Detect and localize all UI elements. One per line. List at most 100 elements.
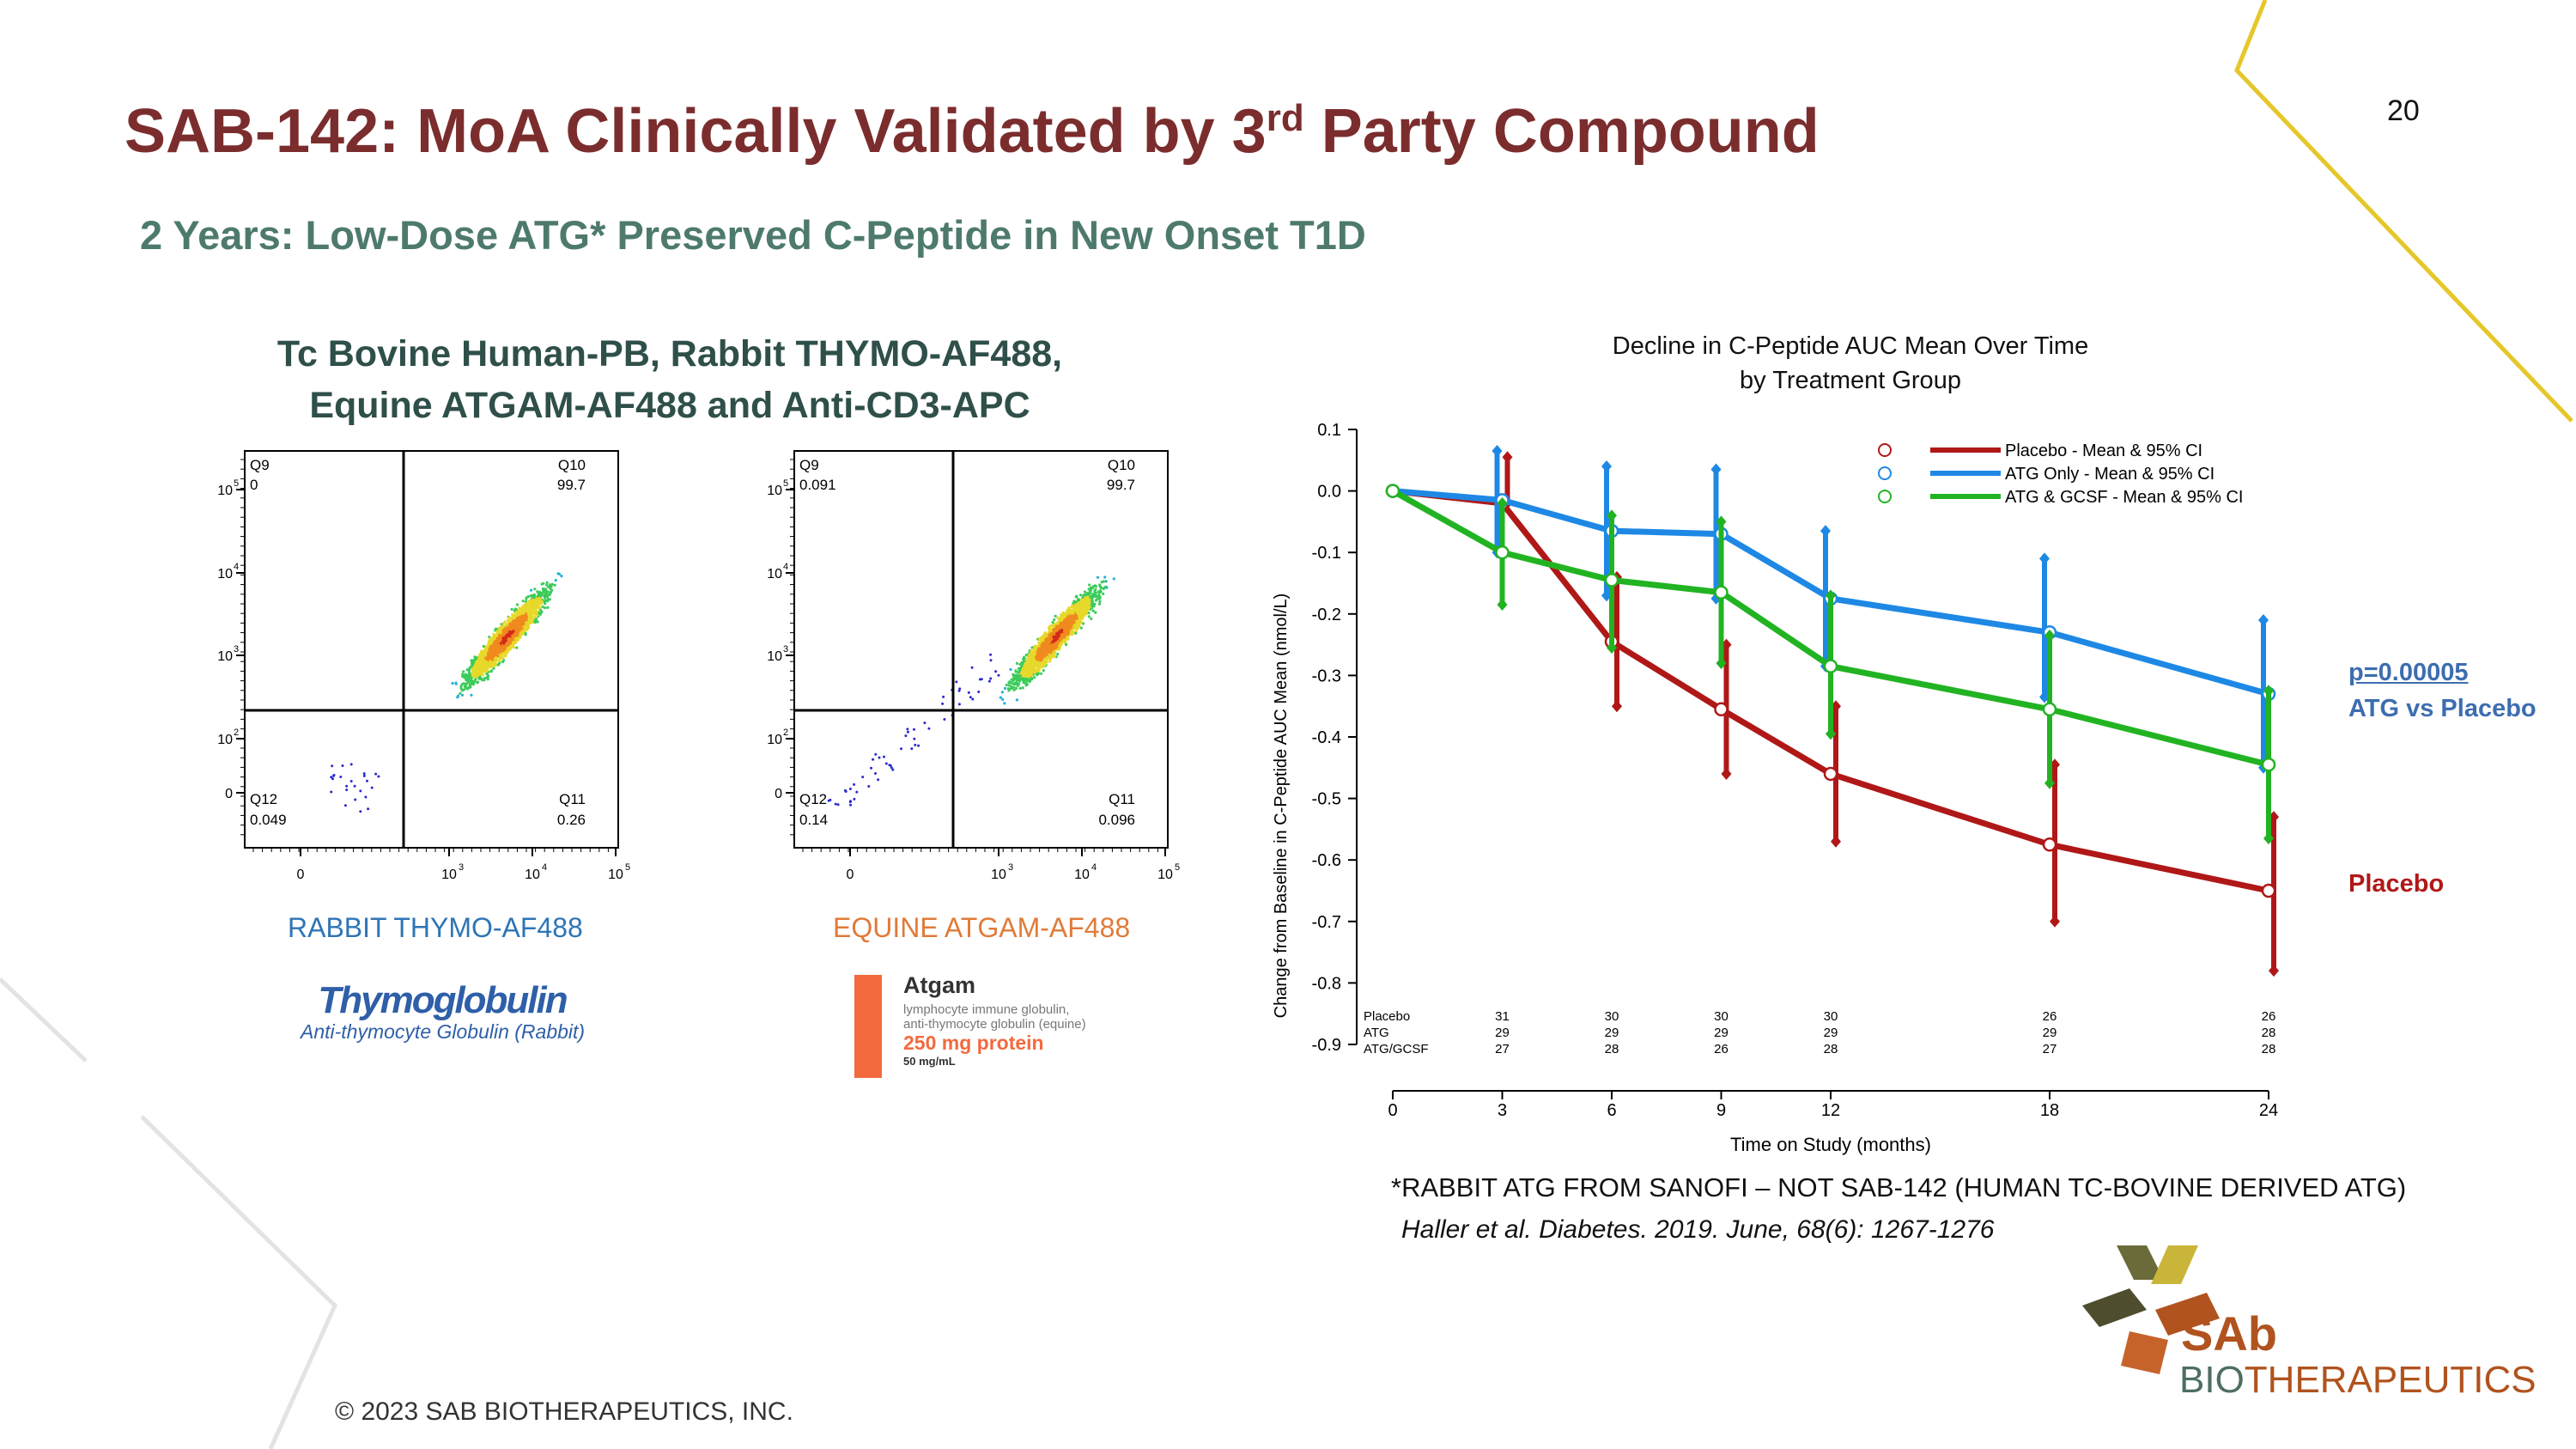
x-tick-label: 3 xyxy=(1498,1101,1507,1120)
plot-frame xyxy=(793,450,1169,849)
y-tick-label: -0.5 xyxy=(1312,790,1341,809)
flow-section-title: Tc Bovine Human-PB, Rabbit THYMO-AF488, … xyxy=(276,333,1063,426)
quadrant-q11-name: Q11 xyxy=(1109,791,1135,807)
risk-table-count: 30 xyxy=(1824,1009,1838,1024)
copyright-footer: © 2023 SAB BIOTHERAPEUTICS, INC. xyxy=(335,1397,793,1426)
p-value-desc: ATG vs Placebo xyxy=(2348,695,2537,722)
footnote: *RABBIT ATG FROM SANOFI – NOT SAB-142 (H… xyxy=(1391,1172,2407,1202)
y-tick-label: 10 xyxy=(767,649,782,664)
atgam-logo: Atgam lymphocyte immune globulin, anti-t… xyxy=(903,972,1086,1068)
y-tick-label: -0.4 xyxy=(1312,728,1341,747)
ci-end-marker xyxy=(1826,589,1836,602)
mean-point xyxy=(1823,766,1838,782)
mean-point xyxy=(1495,545,1510,560)
ci-end-marker xyxy=(1612,700,1622,713)
y-tick-label: -0.7 xyxy=(1312,913,1341,932)
ci-end-marker xyxy=(1607,642,1617,654)
risk-table-count: 29 xyxy=(2043,1026,2057,1040)
atgam-dose: 250 mg protein xyxy=(903,1032,1044,1054)
placebo-annotation: Placebo xyxy=(2348,870,2445,898)
ci-end-marker xyxy=(2258,613,2269,626)
event-dots xyxy=(827,575,1115,807)
risk-table-count: 29 xyxy=(1714,1026,1728,1040)
x-tick-label: 18 xyxy=(2040,1101,2059,1120)
chart-title: Decline in C-Peptide AUC Mean Over Time … xyxy=(1612,332,2089,394)
mean-point xyxy=(1714,702,1728,717)
y-tick-label: 10 xyxy=(217,484,233,498)
thymoglobulin-brand: Thymoglobulin xyxy=(318,979,568,1021)
ci-end-marker xyxy=(1716,515,1727,528)
y-tick-exponent: 3 xyxy=(783,644,788,654)
ci-end-marker xyxy=(1502,451,1513,464)
mean-point xyxy=(1823,659,1838,673)
y-tick-label: 10 xyxy=(217,567,233,581)
x-tick-label: 12 xyxy=(1821,1101,1840,1120)
x-tick-label: 10 xyxy=(441,868,457,882)
atgam-logo-bar xyxy=(854,975,882,1078)
ci-end-marker xyxy=(1826,728,1836,740)
ci-end-marker xyxy=(2039,552,2050,565)
y-tick-exponent: 5 xyxy=(234,478,239,489)
y-tick-label: -0.2 xyxy=(1312,606,1341,624)
quadrant-q9-name: Q9 xyxy=(799,457,819,473)
y-tick-label: 10 xyxy=(767,484,782,498)
flow-label-rabbit: RABBIT THYMO-AF488 xyxy=(288,912,583,943)
y-tick-label: 0.0 xyxy=(1317,483,1341,502)
y-tick-label: 10 xyxy=(217,733,233,747)
x-axis-label: Time on Study (months) xyxy=(1730,1134,1931,1155)
ci-end-marker xyxy=(2044,776,2055,789)
y-tick-label: -0.9 xyxy=(1312,1036,1341,1055)
risk-table-row-label: ATG/GCSF xyxy=(1364,1042,1429,1056)
atgam-concentration: 50 mg/mL xyxy=(903,1055,956,1068)
quadrant-q11-value: 0.26 xyxy=(557,812,586,828)
page-subtitle: 2 Years: Low-Dose ATG* Preserved C-Pepti… xyxy=(140,212,1366,258)
quadrant-q11-value: 0.096 xyxy=(1098,812,1135,828)
risk-table-count: 26 xyxy=(2043,1009,2057,1024)
y-tick-exponent: 4 xyxy=(783,562,788,572)
sab-logo-text: SAb xyxy=(2181,1306,2277,1361)
ci-end-marker xyxy=(2269,965,2279,977)
quadrant-q12-name: Q12 xyxy=(799,791,827,807)
x-tick-label: 0 xyxy=(297,868,305,882)
quadrant-q12-name: Q12 xyxy=(250,791,277,807)
risk-table-count: 26 xyxy=(2262,1009,2276,1024)
page-number: 20 xyxy=(2387,94,2420,127)
ci-end-marker xyxy=(2050,915,2060,928)
x-tick-label: 24 xyxy=(2259,1101,2278,1120)
risk-table-count: 28 xyxy=(2262,1042,2276,1056)
sab-logo-subtext: BIOTHERAPEUTICS xyxy=(2179,1359,2537,1401)
legend-label: Placebo - Mean & 95% CI xyxy=(2005,441,2202,460)
y-tick-label: 0 xyxy=(775,787,782,801)
atgam-desc-2: anti-thymocyte globulin (equine) xyxy=(903,1017,1086,1032)
ci-end-marker xyxy=(1710,463,1722,476)
x-tick-label: 10 xyxy=(608,868,623,882)
risk-table-count: 30 xyxy=(1714,1009,1728,1024)
x-tick-label: 10 xyxy=(1074,868,1090,882)
ci-end-marker xyxy=(2044,629,2055,642)
mean-point xyxy=(2261,757,2276,772)
risk-table-row-label: Placebo xyxy=(1364,1009,1410,1024)
quadrant-q10-name: Q10 xyxy=(558,457,586,473)
y-axis-label: Change from Baseline in C-Peptide AUC Me… xyxy=(1272,594,1291,1019)
x-tick-exponent: 4 xyxy=(1091,862,1097,873)
risk-table-count: 27 xyxy=(2043,1042,2057,1056)
y-tick-exponent: 2 xyxy=(783,728,788,738)
y-tick-label: -0.3 xyxy=(1312,667,1341,685)
ci-end-marker xyxy=(1607,509,1617,522)
legend-label: ATG & GCSF - Mean & 95% CI xyxy=(2005,488,2243,507)
ci-end-marker xyxy=(2263,685,2274,697)
atgam-desc-1: lymphocyte immune globulin, xyxy=(903,1002,1070,1017)
y-tick-label: 10 xyxy=(767,567,782,581)
y-tick-label: 10 xyxy=(217,649,233,664)
quadrant-q11-name: Q11 xyxy=(559,791,586,807)
mean-point xyxy=(2042,702,2057,717)
x-tick-label: 10 xyxy=(991,868,1006,882)
risk-table-count: 31 xyxy=(1495,1009,1510,1024)
quadrant-q12-value: 0.049 xyxy=(250,812,287,828)
x-tick-exponent: 5 xyxy=(625,862,630,873)
x-tick-label: 0 xyxy=(1388,1101,1397,1120)
quadrant-q10-name: Q10 xyxy=(1108,457,1135,473)
p-value-annotation: p=0.00005 ATG vs Placebo xyxy=(2348,654,2537,727)
quadrant-q12-value: 0.14 xyxy=(799,812,828,828)
